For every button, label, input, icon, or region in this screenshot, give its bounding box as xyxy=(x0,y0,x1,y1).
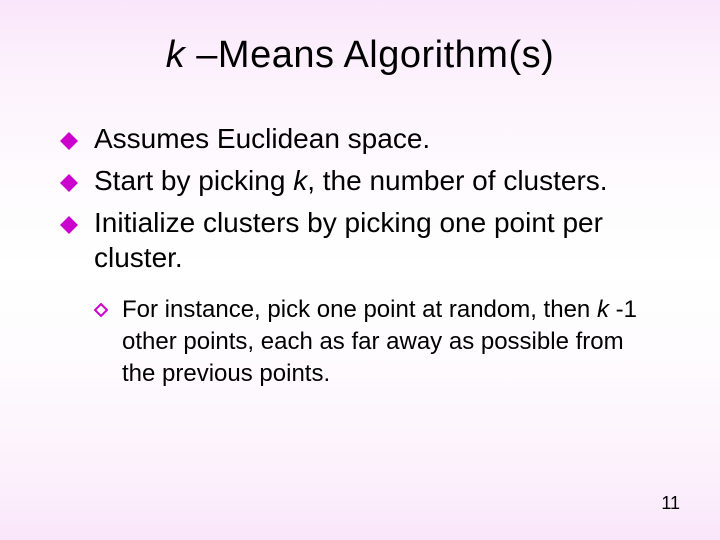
diamond-bullet-icon xyxy=(60,132,78,150)
sub-bullet-text-italic: k xyxy=(597,296,616,323)
diamond-outline-icon xyxy=(94,303,108,317)
bullet-text-italic: k xyxy=(293,165,307,196)
title-text: –Means Algorithm(s) xyxy=(196,34,554,76)
bullet-item: Start by picking k, the number of cluste… xyxy=(60,163,660,199)
diamond-bullet-icon xyxy=(60,174,78,192)
sub-bullet-item: For instance, pick one point at random, … xyxy=(94,294,660,389)
page-number: 11 xyxy=(661,493,680,514)
title-italic-k: k xyxy=(166,34,197,76)
bullet-item: Assumes Euclidean space. xyxy=(60,121,660,157)
bullet-text-pre: Start by picking xyxy=(94,165,293,196)
bullet-text: Assumes Euclidean space. xyxy=(94,123,430,154)
bullet-text: Initialize clusters by picking one point… xyxy=(94,207,603,274)
sub-bullet-text-pre: For instance, pick one point at random, … xyxy=(122,296,597,323)
bullet-item: Initialize clusters by picking one point… xyxy=(60,205,660,277)
slide: k –Means Algorithm(s) Assumes Euclidean … xyxy=(0,0,720,540)
bullet-text-post: , the number of clusters. xyxy=(307,165,607,196)
bullet-list: Assumes Euclidean space. Start by pickin… xyxy=(60,121,660,276)
slide-title: k –Means Algorithm(s) xyxy=(60,34,660,77)
sub-bullet-list: For instance, pick one point at random, … xyxy=(94,294,660,389)
diamond-bullet-icon xyxy=(60,216,78,234)
